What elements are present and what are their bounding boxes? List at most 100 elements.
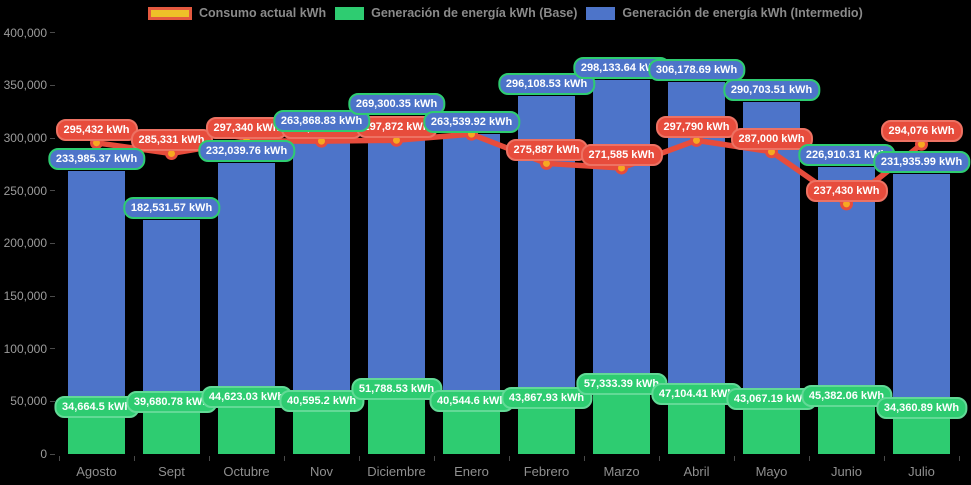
- base-label-abril: 47,104.41 kWh: [650, 383, 743, 406]
- consumo-line-swatch-icon: [148, 6, 192, 20]
- consumo-label-julio: 294,076 kWh: [880, 120, 963, 143]
- bar-base-enero[interactable]: [443, 411, 500, 454]
- consumo-label-junio: 237,430 kWh: [805, 179, 888, 202]
- base-label-octubre: 44,623.03 kWh: [200, 386, 293, 408]
- bar-base-agosto[interactable]: [68, 417, 125, 454]
- intermedio-label-octubre: 232,039.76 kWh: [197, 139, 296, 162]
- bar-base-julio[interactable]: [893, 417, 950, 454]
- x-tick-label-nov: Nov: [309, 464, 334, 479]
- x-tick-mark: [959, 456, 960, 461]
- bar-base-junio[interactable]: [818, 406, 875, 454]
- base-label-julio: 34,360.89 kWh: [875, 396, 968, 419]
- x-tick-mark: [134, 456, 135, 461]
- bar-intermedio-nov[interactable]: [293, 133, 350, 412]
- base-label-diciembre: 51,788.53 kWh: [350, 378, 443, 401]
- y-tick-mark: [50, 190, 55, 192]
- x-tick-label-febrero: Febrero: [523, 464, 570, 479]
- intermedio-label-agosto: 233,985.37 kWh: [47, 148, 146, 171]
- bar-intermedio-julio[interactable]: [893, 173, 950, 418]
- y-tick-label-0: 0: [40, 447, 47, 461]
- y-tick-label-200000: 200,000: [3, 236, 47, 251]
- base-label-mayo: 43,067.19 kWh: [725, 387, 818, 410]
- x-tick-mark: [734, 456, 735, 461]
- y-tick-label-150000: 150,000: [3, 289, 47, 303]
- generacion-base-swatch-icon: [335, 6, 365, 20]
- intermedio-label-febrero: 296,108.53 kWh: [497, 72, 596, 95]
- chart-legend: Consumo actual kWh Generación de energía…: [148, 6, 872, 20]
- bar-intermedio-diciembre[interactable]: [368, 115, 425, 400]
- y-tick-mark: [50, 32, 55, 34]
- consumo-label-mayo: 287,000 kWh: [730, 127, 813, 150]
- x-tick-mark: [659, 456, 660, 461]
- x-tick-mark: [209, 456, 210, 461]
- intermedio-label-abril: 306,178.69 kWh: [647, 58, 746, 81]
- x-tick-label-julio: Julio: [908, 464, 935, 479]
- bar-base-nov[interactable]: [293, 411, 350, 454]
- y-tick-mark: [50, 295, 55, 297]
- bar-base-sept[interactable]: [143, 412, 200, 454]
- bar-intermedio-octubre[interactable]: [218, 162, 275, 407]
- bar-intermedio-enero[interactable]: [443, 133, 500, 412]
- legend-label-consumo: Consumo actual kWh: [199, 6, 327, 20]
- bar-base-mayo[interactable]: [743, 408, 800, 454]
- legend-item-generacion-base[interactable]: Generación de energía kWh (Base): [335, 6, 577, 20]
- y-tick-mark: [50, 348, 55, 350]
- intermedio-label-marzo: 298,133.64 kWh: [572, 56, 671, 79]
- y-tick-mark: [50, 453, 55, 455]
- x-tick-mark: [584, 456, 585, 461]
- x-tick-label-junio: Junio: [830, 464, 863, 479]
- bar-intermedio-sept[interactable]: [143, 219, 200, 413]
- base-label-marzo: 57,333.39 kWh: [575, 372, 668, 395]
- base-label-febrero: 43,867.93 kWh: [500, 386, 593, 409]
- intermedio-label-nov: 263,868.83 kWh: [272, 110, 371, 133]
- intermedio-label-diciembre: 269,300.35 kWh: [347, 92, 446, 115]
- consumo-label-marzo: 271,585 kWh: [580, 143, 663, 166]
- intermedio-label-enero: 263,539.92 kWh: [422, 110, 521, 133]
- bar-base-febrero[interactable]: [518, 407, 575, 454]
- base-label-nov: 40,595.2 kWh: [278, 390, 365, 413]
- y-tick-label-300000: 300,000: [3, 131, 47, 146]
- consumo-label-agosto: 295,432 kWh: [55, 118, 138, 141]
- consumo-label-abril: 297,790 kWh: [655, 116, 738, 139]
- generacion-intermedio-swatch-icon: [586, 6, 616, 20]
- consumo-label-febrero: 275,887 kWh: [505, 139, 588, 162]
- intermedio-label-julio: 231,935.99 kWh: [872, 150, 971, 173]
- y-tick-mark: [50, 242, 55, 244]
- legend-item-consumo-actual[interactable]: Consumo actual kWh: [148, 6, 326, 20]
- y-tick-label-50000: 50,000: [10, 394, 47, 409]
- bar-intermedio-agosto[interactable]: [68, 171, 125, 418]
- x-tick-mark: [284, 456, 285, 461]
- x-tick-label-octubre: Octubre: [223, 464, 270, 479]
- x-tick-mark: [509, 456, 510, 461]
- x-tick-label-abril: Abril: [683, 464, 710, 479]
- base-label-sept: 39,680.78 kWh: [125, 391, 218, 414]
- intermedio-label-junio: 226,910.31 kWh: [797, 144, 896, 167]
- bar-base-octubre[interactable]: [218, 407, 275, 454]
- x-tick-mark: [884, 456, 885, 461]
- y-tick-label-400000: 400,000: [3, 25, 47, 40]
- x-tick-label-agosto: Agosto: [76, 464, 117, 479]
- bar-intermedio-marzo[interactable]: [593, 79, 650, 394]
- bar-base-diciembre[interactable]: [368, 399, 425, 454]
- consumo-label-octubre: 297,340 kWh: [205, 116, 288, 139]
- legend-item-generacion-intermedio[interactable]: Generación de energía kWh (Intermedio): [586, 6, 863, 20]
- x-tick-label-marzo: Marzo: [603, 464, 640, 479]
- x-tick-mark: [434, 456, 435, 461]
- y-tick-label-350000: 350,000: [3, 78, 47, 93]
- bar-base-marzo[interactable]: [593, 393, 650, 454]
- legend-label-base: Generación de energía kWh (Base): [371, 6, 578, 20]
- x-tick-mark: [359, 456, 360, 461]
- y-tick-label-100000: 100,000: [3, 341, 47, 356]
- y-tick-mark: [50, 137, 55, 139]
- x-tick-label-mayo: Mayo: [755, 464, 788, 479]
- x-tick-label-enero: Enero: [454, 464, 489, 479]
- legend-label-intermedio: Generación de energía kWh (Intermedio): [622, 6, 863, 20]
- bar-base-abril[interactable]: [668, 404, 725, 454]
- y-tick-mark: [50, 400, 55, 402]
- intermedio-label-mayo: 290,703.51 kWh: [722, 79, 821, 102]
